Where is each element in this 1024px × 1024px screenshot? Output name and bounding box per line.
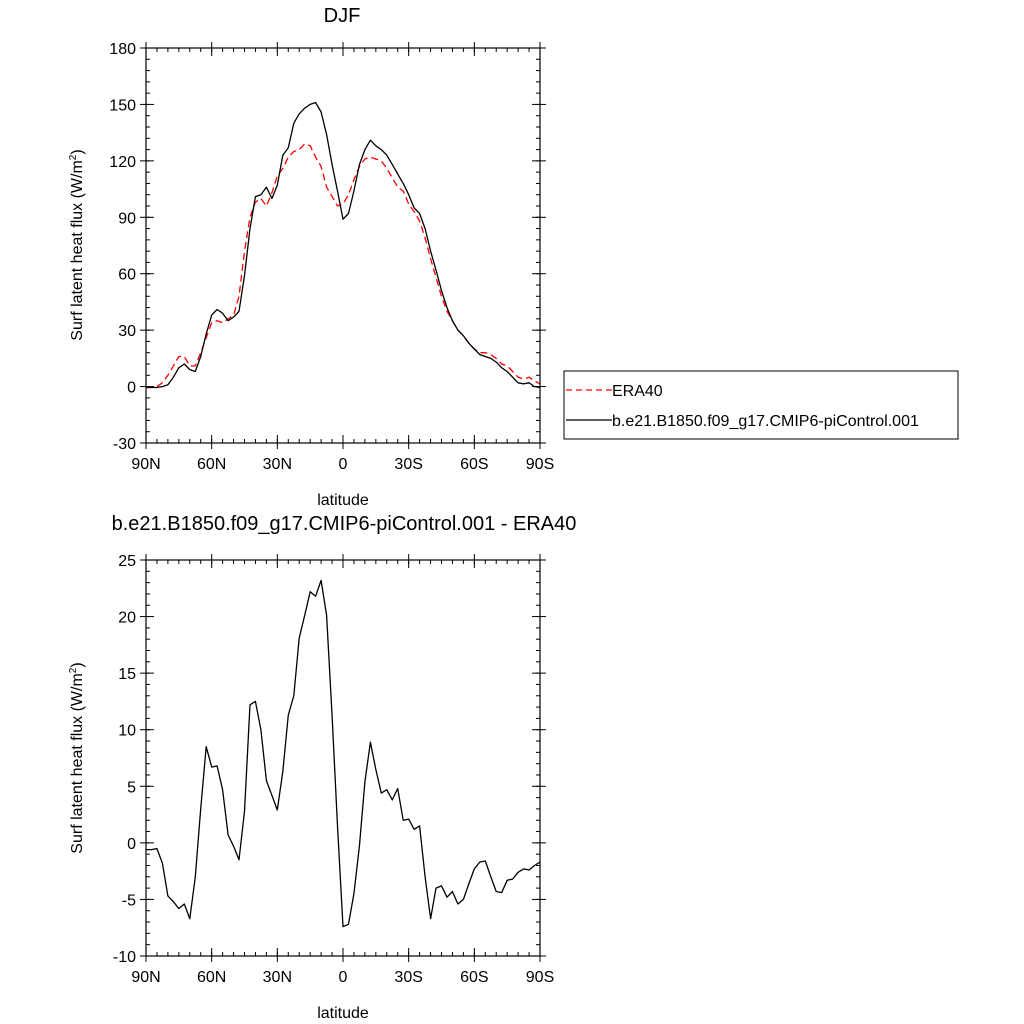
y-tick-labels: -30 0 30 60 90 120 150 180 [109, 41, 136, 453]
x-tick-label: 60N [197, 969, 226, 986]
series-line-model [146, 101, 541, 389]
y-tick-label: 0 [127, 380, 136, 397]
y-tick-label: 5 [127, 779, 136, 796]
x-tick-label: 60S [460, 969, 488, 986]
panel-difference: b.e21.B1850.f09_g17.CMIP6-piControl.001 … [68, 513, 576, 1022]
plot-frame [145, 47, 541, 444]
y-tick-label: 20 [118, 610, 136, 627]
y-tick-label: -10 [113, 949, 136, 966]
x-tick-label: 90S [526, 456, 554, 473]
legend-label-era40: ERA40 [612, 383, 663, 400]
plot-frame [145, 559, 541, 957]
y-axis-label-close: ) [69, 149, 86, 154]
x-tick-label: 90N [131, 456, 160, 473]
y-tick-label: 120 [109, 154, 136, 171]
series-layer [146, 101, 541, 389]
y-axis-label: Surf latent heat flux (W/m2) [68, 662, 86, 853]
y-axis-label-sup: 2 [68, 667, 79, 673]
x-tick-label: 30S [394, 456, 422, 473]
series-line-era40 [146, 143, 541, 389]
y-axis-label: Surf latent heat flux (W/m2) [68, 149, 86, 340]
y-axis-label-close: ) [69, 662, 86, 667]
x-tick-label: 0 [339, 969, 348, 986]
x-axis-label: latitude [317, 1005, 369, 1022]
x-tick-label: 60S [460, 456, 488, 473]
x-tick-label: 30N [263, 969, 292, 986]
legend: ERA40 b.e21.B1850.f09_g17.CMIP6-piContro… [563, 370, 959, 440]
x-tick-label: 90S [526, 969, 554, 986]
x-tick-labels: 90N 60N 30N 0 30S 60S 90S [131, 969, 554, 986]
x-axis-label: latitude [317, 492, 369, 509]
axis-ticks [140, 42, 546, 449]
y-axis-label-main: Surf latent heat flux (W/m [69, 673, 86, 854]
y-tick-labels: -10 -5 0 5 10 15 20 25 [113, 553, 136, 966]
y-tick-label: 90 [118, 210, 136, 227]
series-layer [146, 579, 541, 928]
legend-box [563, 370, 959, 440]
series-line-difference [146, 579, 541, 928]
y-tick-label: 0 [127, 836, 136, 853]
x-tick-labels: 90N 60N 30N 0 30S 60S 90S [131, 456, 554, 473]
chart-title: b.e21.B1850.f09_g17.CMIP6-piControl.001 … [112, 513, 577, 535]
y-tick-label: 30 [118, 323, 136, 340]
panel-climatology: DJF -30 0 30 60 90 120 150 180 90N 60N 30N 0 30S 60S… [68, 5, 554, 509]
y-axis-label-sup: 2 [68, 154, 79, 160]
y-tick-label: -30 [113, 436, 136, 453]
y-axis-label-main: Surf latent heat flux (W/m [69, 160, 86, 341]
y-tick-label: -5 [122, 892, 136, 909]
y-tick-label: 10 [118, 723, 136, 740]
chart-title: DJF [324, 5, 361, 27]
y-tick-label: 15 [118, 666, 136, 683]
x-tick-label: 60N [197, 456, 226, 473]
axis-ticks [140, 554, 546, 962]
legend-label-model: b.e21.B1850.f09_g17.CMIP6-piControl.001 [612, 413, 919, 430]
x-tick-label: 90N [131, 969, 160, 986]
y-tick-label: 60 [118, 267, 136, 284]
x-tick-label: 30N [263, 456, 292, 473]
y-tick-label: 150 [109, 97, 136, 114]
x-tick-label: 30S [394, 969, 422, 986]
y-tick-label: 25 [118, 553, 136, 570]
y-tick-label: 180 [109, 41, 136, 58]
x-tick-label: 0 [339, 456, 348, 473]
